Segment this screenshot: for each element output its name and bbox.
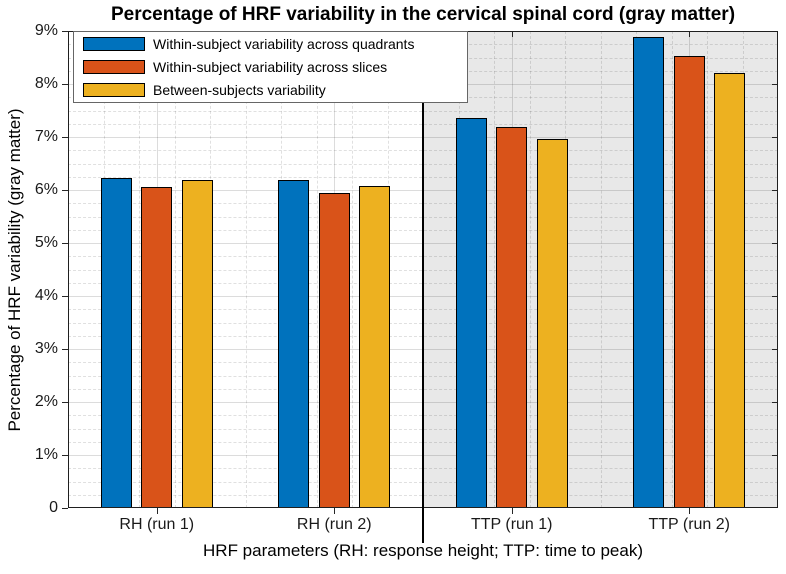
y-tick-label: 6%	[34, 181, 58, 198]
y-tick-label: 5%	[34, 234, 58, 251]
legend-swatch	[83, 37, 145, 51]
x-tick-mark	[689, 508, 691, 514]
legend-label: Between-subjects variability	[153, 82, 326, 98]
minor-gridline-v	[316, 31, 318, 508]
minor-gridline-v	[707, 31, 708, 508]
y-tick-label: 2%	[34, 393, 58, 410]
bar	[278, 179, 310, 508]
minor-gridline-v	[671, 31, 673, 508]
minor-gridline-v	[245, 31, 247, 508]
y-tick-label: 3%	[34, 340, 58, 357]
x-tick-mark-top	[511, 31, 513, 37]
bar	[141, 186, 173, 508]
legend-swatch	[83, 83, 145, 97]
legend-item: Between-subjects variability	[83, 80, 467, 101]
x-tick-mark	[334, 508, 336, 514]
y-tick-mark	[62, 190, 68, 191]
legend-label: Within-subject variability across slices	[153, 59, 388, 75]
bar	[318, 192, 350, 508]
bar	[100, 177, 132, 508]
y-tick-label: 9%	[34, 22, 58, 39]
bar	[714, 73, 746, 508]
minor-gridline-v	[529, 31, 531, 508]
y-tick-mark-right	[772, 137, 778, 138]
minor-gridline-v	[174, 31, 176, 508]
x-tick-mark-top	[689, 31, 691, 37]
section-separator-line	[422, 31, 424, 543]
y-tick-mark	[62, 402, 68, 403]
y-tick-label: 0	[49, 499, 58, 516]
y-tick-mark-right	[772, 84, 778, 85]
legend-label: Within-subject variability across quadra…	[153, 36, 415, 52]
bar	[359, 185, 391, 508]
y-tick-mark	[62, 296, 68, 297]
y-tick-mark	[62, 455, 68, 456]
legend: Within-subject variability across quadra…	[73, 31, 468, 103]
x-tick-label: RH (run 1)	[119, 516, 195, 533]
y-tick-mark-right	[772, 402, 778, 403]
y-tick-mark-right	[772, 243, 778, 244]
x-tick-mark	[511, 508, 513, 514]
y-tick-label: 8%	[34, 75, 58, 92]
y-tick-mark-right	[772, 296, 778, 297]
y-tick-mark-right	[772, 190, 778, 191]
bar	[455, 117, 487, 508]
y-tick-label: 4%	[34, 287, 58, 304]
y-tick-label: 7%	[34, 128, 58, 145]
x-tick-label: TTP (run 1)	[471, 516, 553, 533]
bar	[633, 37, 665, 508]
bar	[496, 126, 528, 508]
y-tick-mark	[62, 84, 68, 85]
bar	[673, 56, 705, 508]
minor-gridline-v	[494, 31, 495, 508]
y-tick-mark	[62, 349, 68, 350]
legend-item: Within-subject variability across quadra…	[83, 34, 467, 55]
y-tick-mark	[62, 508, 68, 509]
minor-gridline-v	[352, 31, 353, 508]
x-tick-label: RH (run 2)	[296, 516, 372, 533]
x-tick-mark	[156, 508, 158, 514]
minor-gridline-v	[139, 31, 140, 508]
chart-title: Percentage of HRF variability in the cer…	[110, 4, 736, 25]
minor-gridline-v	[600, 31, 602, 508]
y-tick-label: 1%	[34, 446, 58, 463]
y-axis-title: Percentage of HRF variability (gray matt…	[5, 108, 24, 432]
x-tick-label: TTP (run 2)	[648, 516, 731, 533]
y-tick-mark	[62, 243, 68, 244]
bar	[536, 138, 568, 508]
y-tick-mark-right	[772, 455, 778, 456]
legend-swatch	[83, 60, 145, 74]
legend-item: Within-subject variability across slices	[83, 57, 467, 78]
x-axis-title: HRF parameters (RH: response height; TTP…	[203, 541, 643, 560]
y-tick-mark	[62, 137, 68, 138]
bar	[181, 180, 213, 508]
y-tick-mark	[62, 31, 68, 32]
y-tick-mark-right	[772, 349, 778, 350]
